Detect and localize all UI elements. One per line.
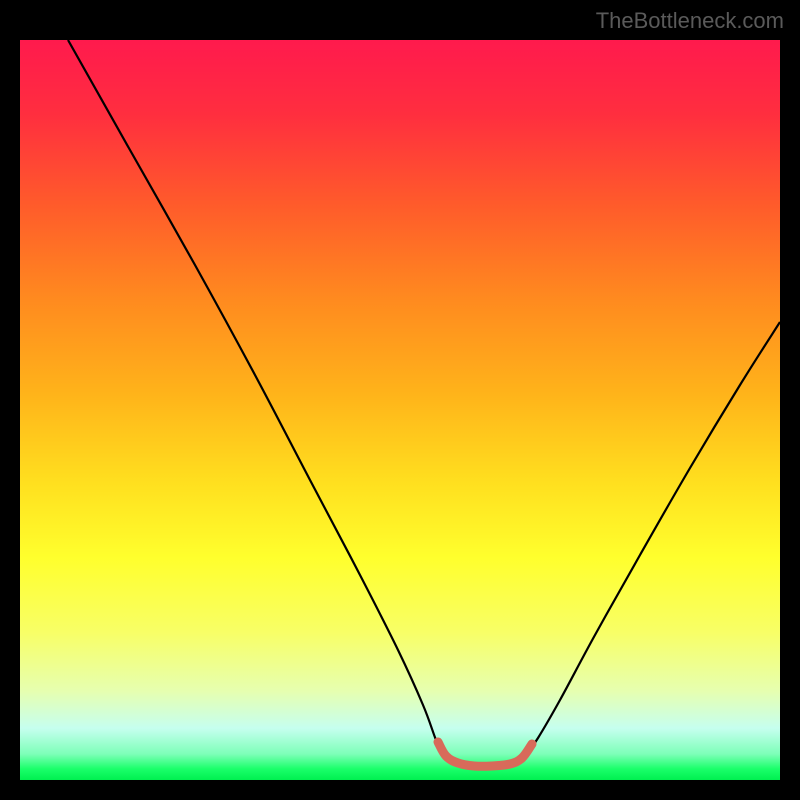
bottleneck-curve-right [528, 322, 780, 752]
curve-overlay [20, 40, 780, 780]
plot-area [20, 40, 780, 780]
bottleneck-bottom-segment [438, 742, 532, 766]
watermark-text: TheBottleneck.com [596, 8, 784, 34]
bottleneck-curve-left [68, 40, 442, 752]
chart-container: TheBottleneck.com [0, 0, 800, 800]
